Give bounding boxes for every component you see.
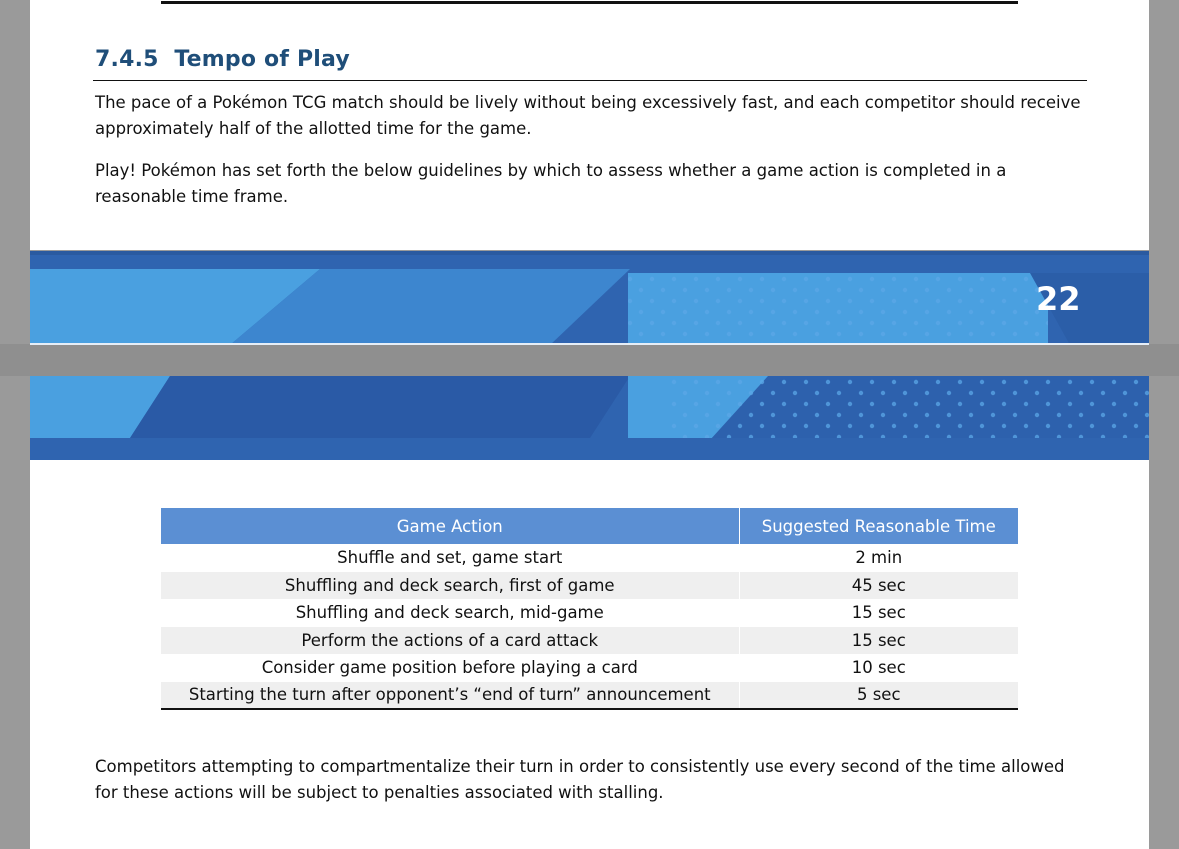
table-row: Starting the turn after opponent’s “end … — [161, 681, 1018, 710]
cell-action: Perform the actions of a card attack — [161, 626, 739, 654]
table-row: Perform the actions of a card attack 15 … — [161, 626, 1018, 654]
cell-action: Starting the turn after opponent’s “end … — [161, 681, 739, 710]
cell-action: Shuffle and set, game start — [161, 544, 739, 572]
cell-time: 45 sec — [738, 571, 1018, 599]
guidelines-paragraph: Play! Pokémon has set forth the below gu… — [95, 161, 1007, 206]
header-reasonable-time: Suggested Reasonable Time — [739, 508, 1018, 544]
document-page-upper — [30, 0, 1149, 250]
table-row: Shuffling and deck search, first of game… — [161, 571, 1018, 599]
cell-action: Shuffling and deck search, first of game — [161, 571, 739, 599]
heading-underline — [93, 80, 1087, 81]
table-row: Consider game position before playing a … — [161, 654, 1018, 682]
section-heading: 7.4.5 Tempo of Play — [95, 47, 350, 72]
cell-time: 5 sec — [738, 681, 1018, 710]
cell-time: 10 sec — [738, 654, 1018, 682]
cell-time: 15 sec — [738, 599, 1018, 627]
cell-time: 15 sec — [738, 626, 1018, 654]
tempo-guidelines-table: Game Action Suggested Reasonable Time Sh… — [161, 508, 1018, 710]
cell-time: 2 min — [738, 544, 1018, 572]
closing-paragraph: Competitors attempting to compartmentali… — [95, 757, 1065, 802]
cell-action: Shuffling and deck search, mid-game — [161, 599, 739, 627]
page-gap — [0, 344, 1179, 376]
table-bottom-rule-previous — [161, 1, 1018, 4]
section-number: 7.4.5 — [95, 47, 159, 72]
table-row: Shuffle and set, game start 2 min — [161, 544, 1018, 572]
page-number: 22 — [1036, 280, 1081, 318]
table-header-row: Game Action Suggested Reasonable Time — [161, 508, 1018, 544]
cell-action: Consider game position before playing a … — [161, 654, 739, 682]
header-game-action: Game Action — [161, 508, 740, 544]
section-title: Tempo of Play — [174, 47, 350, 72]
intro-paragraph: The pace of a Pokémon TCG match should b… — [95, 93, 1081, 138]
table-row: Shuffling and deck search, mid-game 15 s… — [161, 599, 1018, 627]
header-banner — [30, 376, 1149, 460]
footer-banner — [30, 251, 1149, 345]
